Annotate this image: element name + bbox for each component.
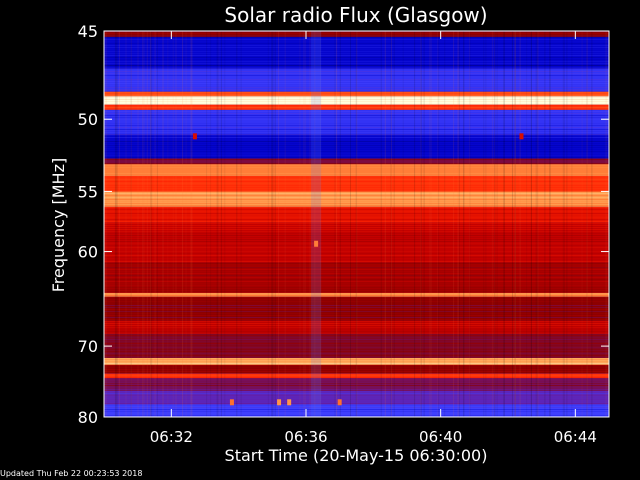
burst-point-3 — [229, 399, 234, 406]
x-tick-label-1: 06:36 — [284, 428, 327, 446]
frequency-band-16 — [104, 296, 609, 321]
updated-timestamp: Updated Thu Feb 22 00:23:53 2018 — [0, 469, 143, 478]
plot-frame — [103, 30, 610, 418]
y-tick-label-4: 70 — [78, 337, 98, 356]
burst-point-4 — [277, 399, 282, 406]
y-tick-label-1: 50 — [78, 110, 98, 129]
y-tick-label-3: 60 — [78, 243, 98, 262]
plot-area — [103, 30, 610, 418]
burst-point-6 — [337, 399, 342, 406]
y-tick-label-2: 55 — [78, 182, 98, 201]
x-axis-label: Start Time (20-May-15 06:30:00) — [225, 446, 488, 465]
frequency-band-7 — [104, 134, 609, 159]
interference-strip — [311, 31, 322, 417]
chart-title: Solar radio Flux (Glasgow) — [224, 3, 487, 27]
frequency-band-15 — [104, 292, 609, 297]
x-tick-label-2: 06:40 — [419, 428, 462, 446]
x-tick-label-0: 06:32 — [150, 428, 193, 446]
frequency-band-12 — [104, 206, 609, 223]
y-axis: 45 50 55 60 70 80 — [78, 22, 609, 427]
spectrogram-texture — [104, 31, 609, 417]
frequency-band-4 — [104, 96, 609, 105]
burst-point-2 — [519, 133, 524, 140]
x-tick-label-3: 06:44 — [554, 428, 597, 446]
y-tick-label-5: 80 — [78, 408, 98, 427]
burst-point-5 — [287, 399, 292, 406]
x-axis: 06:32 06:36 06:40 06:44 — [150, 31, 597, 446]
burst-point-1 — [192, 133, 197, 140]
burst-point-0 — [314, 240, 319, 247]
y-tick-label-0: 45 — [78, 22, 98, 41]
y-axis-label: Frequency [MHz] — [49, 158, 68, 292]
